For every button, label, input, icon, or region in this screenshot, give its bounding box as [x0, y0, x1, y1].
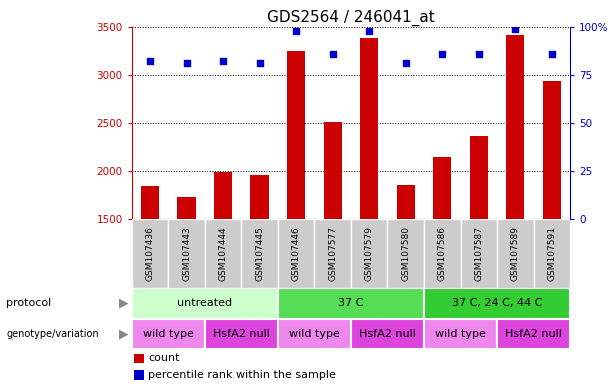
Bar [242, 219, 278, 288]
Point [437, 51, 447, 57]
Text: GSM107445: GSM107445 [255, 226, 264, 281]
Point [474, 51, 484, 57]
Bar [314, 219, 351, 288]
Point [181, 60, 191, 66]
Text: GSM107580: GSM107580 [402, 226, 410, 281]
Text: HsfA2 null: HsfA2 null [213, 329, 270, 339]
Text: HsfA2 null: HsfA2 null [505, 329, 562, 339]
Bar [533, 219, 570, 288]
Text: GSM107577: GSM107577 [328, 226, 337, 281]
Title: GDS2564 / 246041_at: GDS2564 / 246041_at [267, 9, 435, 25]
Bar [214, 172, 232, 219]
Text: 37 C: 37 C [338, 298, 364, 308]
Bar [543, 81, 561, 219]
Bar [497, 319, 570, 349]
Bar [278, 219, 314, 288]
Text: HsfA2 null: HsfA2 null [359, 329, 416, 339]
Point [255, 60, 265, 66]
Text: genotype/variation: genotype/variation [6, 329, 99, 339]
Text: GSM107586: GSM107586 [438, 226, 447, 281]
Text: GSM107591: GSM107591 [547, 226, 557, 281]
Bar [460, 219, 497, 288]
Text: untreated: untreated [177, 298, 232, 308]
Bar [424, 288, 570, 319]
Point [218, 58, 228, 65]
Bar [278, 288, 424, 319]
Text: ▶: ▶ [119, 328, 129, 341]
Point [511, 26, 520, 32]
Bar [177, 197, 196, 219]
Text: ▶: ▶ [119, 297, 129, 310]
Text: GSM107587: GSM107587 [474, 226, 483, 281]
Bar [132, 219, 169, 288]
Point [145, 58, 155, 65]
Text: GSM107443: GSM107443 [182, 226, 191, 281]
Text: GSM107589: GSM107589 [511, 226, 520, 281]
Bar [251, 175, 268, 219]
Bar [470, 136, 488, 219]
Text: GSM107579: GSM107579 [365, 226, 374, 281]
Point [328, 51, 338, 57]
Bar [169, 219, 205, 288]
Bar [351, 219, 387, 288]
Bar [134, 354, 143, 363]
Text: count: count [148, 353, 180, 363]
Bar [506, 35, 525, 219]
Bar [205, 219, 242, 288]
Bar [287, 51, 305, 219]
Text: GSM107446: GSM107446 [292, 226, 300, 281]
Text: percentile rank within the sample: percentile rank within the sample [148, 370, 337, 380]
Bar [351, 319, 424, 349]
Bar [497, 219, 533, 288]
Bar [134, 370, 143, 380]
Bar [132, 319, 205, 349]
Point [547, 51, 557, 57]
Bar [397, 185, 415, 219]
Text: wild type: wild type [435, 329, 486, 339]
Text: GSM107444: GSM107444 [219, 226, 227, 281]
Text: wild type: wild type [143, 329, 194, 339]
Bar [424, 319, 497, 349]
Point [291, 28, 301, 34]
Text: wild type: wild type [289, 329, 340, 339]
Point [401, 60, 411, 66]
Bar [387, 219, 424, 288]
Bar [433, 157, 451, 219]
Bar [424, 219, 460, 288]
Bar [205, 319, 278, 349]
Bar [360, 38, 378, 219]
Bar [278, 319, 351, 349]
Bar [141, 186, 159, 219]
Bar [132, 288, 278, 319]
Text: GSM107436: GSM107436 [145, 226, 154, 281]
Bar [324, 122, 342, 219]
Point [364, 28, 374, 34]
Text: protocol: protocol [6, 298, 51, 308]
Text: 37 C, 24 C, 44 C: 37 C, 24 C, 44 C [452, 298, 543, 308]
